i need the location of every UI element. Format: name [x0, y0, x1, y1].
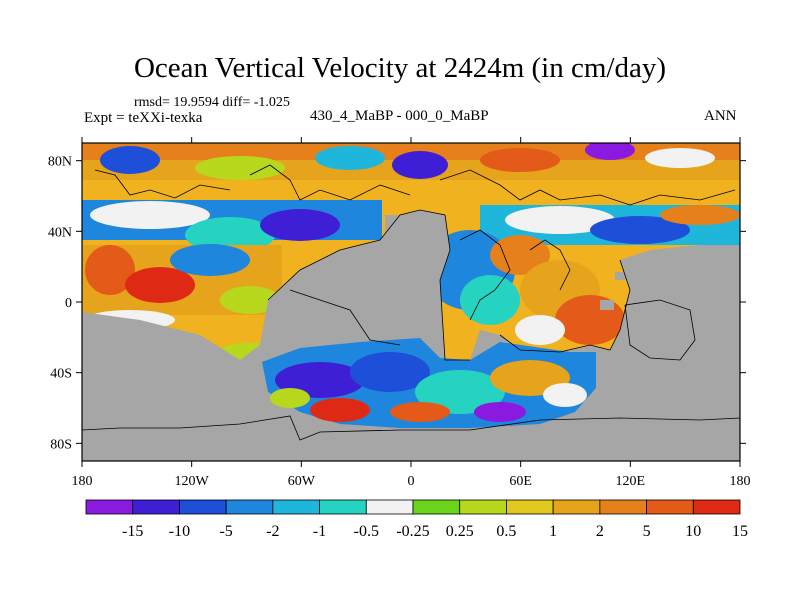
colorbar-swatch [365, 499, 414, 515]
chart-title: Ocean Vertical Velocity at 2424m (in cm/… [133, 52, 667, 84]
x-tick-label: 180 [72, 474, 93, 489]
x-tick-label: 0 [408, 474, 415, 489]
colorbar-swatch [459, 499, 507, 515]
colorbar-label: -15 [122, 523, 143, 540]
colorbar-swatch [319, 499, 367, 515]
colorbar-label: 0.25 [446, 523, 474, 540]
y-tick-label: 0 [65, 296, 72, 311]
colorbar-swatch [272, 499, 320, 515]
x-tick-label: 60W [288, 474, 316, 489]
subtitle: 430_4_MaBP - 000_0_MaBP [310, 108, 489, 124]
colorbar-swatch [225, 499, 274, 515]
colorbar-label: 10 [685, 523, 701, 540]
y-tick-label: 80N [48, 155, 72, 170]
colorbar-label: -1 [313, 523, 326, 540]
colorbar-swatch [179, 499, 227, 515]
colorbar: -15 -10 -5 -2 -1 -0.5 -0.25 0.25 0.5 1 2 5 10 15 [85, 499, 748, 540]
colorbar-label: -2 [266, 523, 279, 540]
colorbar-swatch [506, 499, 554, 515]
experiment-label: Expt = teXXi-texka [84, 110, 203, 126]
colorbar-swatch [599, 499, 647, 515]
coastlines [82, 164, 740, 441]
colorbar-label: 2 [596, 523, 604, 540]
colorbar-swatch [85, 499, 134, 515]
season-label: ANN [704, 108, 737, 124]
map-plot-area [82, 143, 740, 461]
colorbar-label: 1 [549, 523, 557, 540]
y-tick-label: 80S [50, 437, 72, 452]
colorbar-label: 5 [643, 523, 651, 540]
stats-text: rmsd= 19.9594 diff= -1.025 [134, 95, 290, 110]
colorbar-label: 15 [732, 523, 748, 540]
colorbar-label: -0.5 [354, 523, 379, 540]
y-tick-label: 40S [50, 367, 72, 382]
southern-ocean [262, 338, 596, 428]
x-tick-label: 120E [616, 474, 646, 489]
colorbar-swatch [692, 499, 741, 515]
y-tick-label: 40N [48, 225, 72, 240]
colorbar-swatch [552, 499, 601, 515]
colorbar-label: -0.25 [396, 523, 429, 540]
y-axis: 80N 40N 0 40S 80S [48, 155, 746, 452]
colorbar-swatch [646, 499, 694, 515]
colorbar-label: -5 [219, 523, 232, 540]
colorbar-label: 0.5 [496, 523, 516, 540]
colorbar-label: -10 [169, 523, 190, 540]
x-axis: 180 120W 60W 0 60E 120E 180 [72, 137, 751, 489]
colorbar-swatch [412, 499, 461, 515]
x-tick-label: 60E [509, 474, 532, 489]
colorbar-swatch [132, 499, 180, 515]
x-tick-label: 180 [730, 474, 751, 489]
x-tick-label: 120W [175, 474, 210, 489]
